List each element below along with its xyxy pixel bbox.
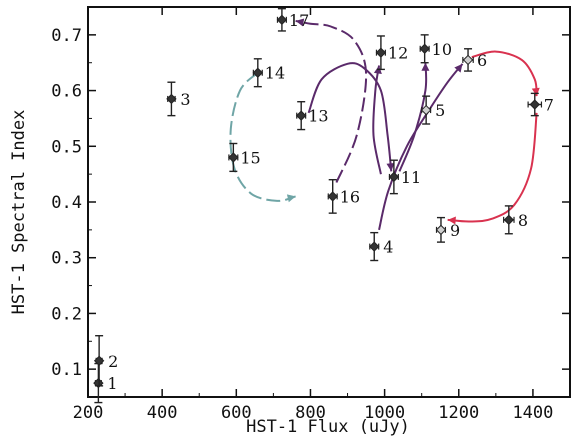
data-point-11: 11 [388, 159, 421, 195]
data-point-marker [435, 224, 447, 236]
y-tick-label: 0.5 [51, 137, 82, 157]
y-tick-label: 0.2 [51, 304, 82, 324]
trajectory-arrowhead [421, 62, 430, 71]
data-point-marker [276, 14, 288, 26]
point-label: 13 [308, 107, 328, 126]
data-point-5: 5 [420, 95, 445, 125]
point-label: 4 [383, 238, 393, 257]
y-tick-label: 0.3 [51, 249, 82, 269]
x-tick-label: 1400 [512, 403, 553, 423]
point-label: 3 [180, 90, 190, 109]
point-label: 17 [289, 11, 309, 30]
trajectory-curve [378, 63, 464, 231]
data-point-marker [327, 191, 338, 202]
data-point-marker [369, 241, 380, 252]
trajectory-arrowhead [286, 194, 296, 203]
axes-layer: 200 400 600 800 1000 1200 1400 0.1 0.2 0.3 0.4 0.5 0… [51, 6, 571, 423]
trajectory-layer [229, 18, 540, 231]
trajectory-curve [398, 62, 428, 172]
point-label: 2 [108, 352, 118, 371]
point-label: 12 [388, 44, 408, 63]
data-point-15: 15 [228, 142, 261, 173]
trajectory-arrowhead [454, 63, 463, 73]
y-tick-label: 0.1 [51, 360, 82, 380]
trajectory-arrowhead [386, 162, 395, 172]
data-point-13: 13 [295, 101, 329, 131]
data-point-4: 4 [369, 231, 393, 262]
data-point-marker [93, 355, 105, 366]
point-label: 11 [401, 168, 421, 187]
data-point-marker [419, 43, 430, 54]
point-label: 9 [450, 221, 460, 240]
trajectory-curve [307, 62, 393, 172]
data-point-marker [228, 152, 239, 163]
data-point-marker [166, 93, 177, 105]
point-label: 15 [240, 148, 260, 167]
x-tick-label: 600 [221, 403, 252, 423]
data-point-2: 2 [93, 335, 118, 387]
trajectory-curve [229, 71, 296, 202]
x-tick-label: 800 [295, 403, 326, 423]
y-tick-label: 0.6 [51, 82, 82, 102]
point-label: 1 [107, 374, 117, 393]
x-tick-label: 1200 [438, 403, 479, 423]
y-axis-label: HST-1 Spectral Index [9, 110, 29, 315]
trajectory-arrowhead [295, 18, 305, 27]
data-point-17: 17 [276, 7, 309, 32]
data-point-marker [388, 171, 400, 183]
x-tick-label: 400 [147, 403, 178, 423]
point-label: 5 [435, 101, 445, 120]
data-point-14: 14 [252, 58, 285, 88]
data-point-marker [420, 104, 432, 116]
y-tick-label: 0.4 [51, 193, 82, 213]
trajectory-curve [471, 50, 538, 97]
data-point-16: 16 [327, 179, 360, 214]
point-label: 16 [340, 187, 360, 206]
data-point-6: 6 [462, 48, 487, 72]
trajectory-arrowhead [531, 87, 540, 97]
point-label: 7 [544, 96, 554, 115]
data-point-marker [503, 214, 515, 226]
plot-frame [87, 6, 571, 398]
data-point-8: 8 [503, 205, 528, 235]
data-point-marker [529, 99, 540, 110]
data-point-10: 10 [419, 34, 452, 64]
data-point-3: 3 [166, 81, 191, 117]
x-tick-label: 200 [73, 403, 104, 423]
x-axis-label: HST-1 Flux (uJy) [246, 417, 410, 436]
data-point-marker [462, 54, 474, 66]
point-label: 10 [432, 40, 452, 59]
trajectory-curve [447, 112, 538, 223]
data-point-12: 12 [375, 35, 408, 71]
x-tick-label: 1000 [364, 403, 405, 423]
data-point-9: 9 [435, 216, 460, 243]
trajectory-curve [295, 19, 368, 183]
point-label: 14 [265, 64, 285, 83]
data-point-marker [375, 47, 387, 58]
data-point-7: 7 [527, 92, 554, 117]
point-label: 6 [477, 51, 487, 70]
y-tick-label: 0.7 [51, 26, 82, 46]
point-label: 8 [518, 211, 528, 230]
trajectory-arrowhead [447, 216, 456, 225]
data-point-marker [295, 110, 307, 121]
data-point-marker [252, 67, 264, 78]
trajectory-curve [372, 65, 382, 175]
